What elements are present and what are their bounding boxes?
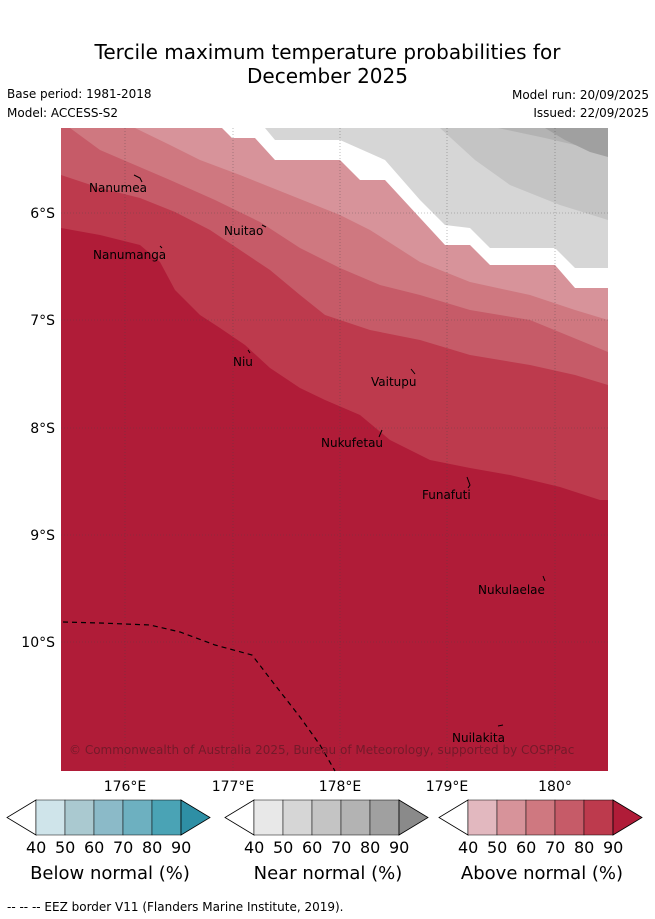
below-normal-colorbar-label: Below normal (%) xyxy=(30,863,190,884)
above-normal-swatch-5 xyxy=(583,799,614,836)
lon-label-179e: 179°E xyxy=(426,779,469,795)
above-normal-90 xyxy=(61,228,608,771)
below-normal-max-arrow xyxy=(180,799,211,836)
lon-label-176e: 176°E xyxy=(104,779,147,795)
below-normal-swatch-2 xyxy=(64,799,95,836)
copyright-notice: © Commonwealth of Australia 2025, Bureau… xyxy=(69,743,574,757)
above-normal-swatch-3 xyxy=(525,799,556,836)
near-normal-tick-70: 70 xyxy=(331,838,352,857)
below-normal-min-arrow xyxy=(6,799,37,836)
above-normal-swatch-4 xyxy=(554,799,585,836)
above-normal-max-arrow xyxy=(612,799,643,836)
near-normal-tick-50: 50 xyxy=(273,838,294,857)
near-normal-swatch-1 xyxy=(253,799,284,836)
near-normal-swatch-5 xyxy=(369,799,400,836)
above-normal-swatch-2 xyxy=(496,799,527,836)
near-normal-80 xyxy=(545,128,608,157)
model-run: Model run: 20/09/2025 xyxy=(511,88,649,102)
near-normal-min-arrow xyxy=(224,799,255,836)
lon-label-178e: 178°E xyxy=(319,779,362,795)
map-fill-layers xyxy=(61,128,608,771)
near-normal-colorbar-label: Near normal (%) xyxy=(253,863,403,884)
label-nuitao: Nuitao xyxy=(224,224,263,238)
above-normal-colorbar-label: Above normal (%) xyxy=(460,863,624,884)
below-normal-tick-80: 80 xyxy=(142,838,163,857)
lat-label-10s: 10°S xyxy=(21,635,55,651)
below-normal-swatch-1 xyxy=(35,799,66,836)
below-normal-tick-90: 90 xyxy=(171,838,192,857)
below-normal-swatch-4 xyxy=(122,799,153,836)
below-normal-tick-70: 70 xyxy=(113,838,134,857)
lat-label-6s: 6°S xyxy=(30,206,55,222)
map-title: Tercile maximum temperature probabilitie… xyxy=(0,40,655,88)
label-nanumea: Nanumea xyxy=(89,181,147,195)
lat-label-8s: 8°S xyxy=(30,421,55,437)
below-normal-tick-60: 60 xyxy=(84,838,105,857)
near-normal-swatch-3 xyxy=(311,799,342,836)
model-name: Model: ACCESS-S2 xyxy=(7,106,119,120)
lon-label-180: 180° xyxy=(538,779,572,795)
near-normal-max-arrow xyxy=(398,799,429,836)
base-period: Base period: 1981-2018 xyxy=(7,87,152,101)
below-normal-swatch-3 xyxy=(93,799,124,836)
above-normal-tick-80: 80 xyxy=(574,838,595,857)
eez-footnote: -- -- -- EEZ border V11 (Flanders Marine… xyxy=(7,900,344,914)
label-nuilakita: Nuilakita xyxy=(452,731,505,745)
above-normal-tick-60: 60 xyxy=(516,838,537,857)
near-normal-tick-80: 80 xyxy=(360,838,381,857)
eez-border xyxy=(62,621,336,772)
above-normal-tick-70: 70 xyxy=(545,838,566,857)
island-marks xyxy=(133,174,546,727)
near-normal-60 xyxy=(440,128,608,220)
colorbars xyxy=(6,799,643,836)
above-normal-tick-50: 50 xyxy=(487,838,508,857)
gridlines xyxy=(61,128,608,771)
lat-label-9s: 9°S xyxy=(30,528,55,544)
below-normal-swatch-5 xyxy=(151,799,182,836)
issued-date: Issued: 22/09/2025 xyxy=(533,106,649,120)
lat-label-7s: 7°S xyxy=(30,313,55,329)
near-normal-tick-60: 60 xyxy=(302,838,323,857)
above-normal-tick-90: 90 xyxy=(603,838,624,857)
above-normal-tick-40: 40 xyxy=(458,838,479,857)
above-normal-min-arrow xyxy=(438,799,469,836)
near-normal-swatch-4 xyxy=(340,799,371,836)
label-nukulaelae: Nukulaelae xyxy=(478,583,545,597)
near-normal-tick-90: 90 xyxy=(389,838,410,857)
below-normal-tick-50: 50 xyxy=(55,838,76,857)
lon-label-177e: 177°E xyxy=(212,779,255,795)
label-nukufetau: Nukufetau xyxy=(321,436,383,450)
title-line-2: December 2025 xyxy=(247,64,408,88)
title-line-1: Tercile maximum temperature probabilitie… xyxy=(94,40,561,64)
near-normal-swatch-2 xyxy=(282,799,313,836)
label-nanumanga: Nanumanga xyxy=(93,248,166,262)
below-normal-tick-40: 40 xyxy=(26,838,47,857)
near-normal-tick-40: 40 xyxy=(244,838,265,857)
label-funafuti: Funafuti xyxy=(422,488,471,502)
label-niu: Niu xyxy=(233,355,253,369)
above-normal-swatch-1 xyxy=(467,799,498,836)
label-vaitupu: Vaitupu xyxy=(371,375,417,389)
